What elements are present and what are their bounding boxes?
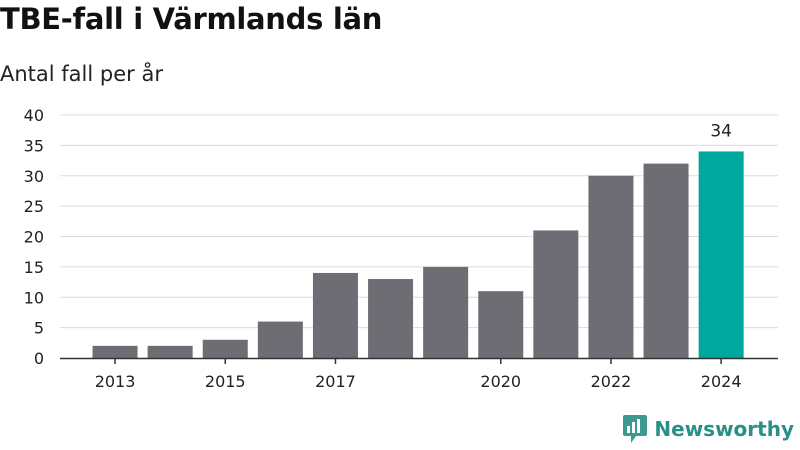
bar xyxy=(257,321,303,358)
y-tick-label: 20 xyxy=(24,228,44,247)
y-tick-label: 30 xyxy=(24,167,44,186)
x-tick-label: 2020 xyxy=(480,372,521,391)
bar xyxy=(147,345,193,358)
x-tick-label: 2022 xyxy=(591,372,632,391)
x-tick-label: 2024 xyxy=(701,372,742,391)
brand-name: Newsworthy xyxy=(654,417,794,441)
bar xyxy=(698,151,744,358)
y-tick-label: 0 xyxy=(34,349,44,368)
bar xyxy=(202,339,248,358)
chart-title: TBE-fall i Värmlands län xyxy=(0,2,383,36)
y-tick-label: 25 xyxy=(24,197,44,216)
bar xyxy=(478,291,524,358)
y-tick-label: 40 xyxy=(24,106,44,125)
bar xyxy=(368,279,414,358)
chart-subtitle: Antal fall per år xyxy=(0,62,163,86)
y-tick-label: 5 xyxy=(34,319,44,338)
brand-logo: Newsworthy xyxy=(622,414,794,444)
bar xyxy=(92,345,138,358)
bar xyxy=(423,266,469,358)
bar xyxy=(643,163,689,358)
y-tick-label: 15 xyxy=(24,258,44,277)
bar xyxy=(533,230,579,358)
y-tick-label: 10 xyxy=(24,288,44,307)
x-tick-label: 2017 xyxy=(315,372,356,391)
bar xyxy=(588,175,634,358)
bar xyxy=(312,272,358,358)
newsworthy-logo-icon xyxy=(623,415,648,443)
x-tick-label: 2015 xyxy=(205,372,246,391)
data-label: 34 xyxy=(710,121,732,141)
y-tick-label: 35 xyxy=(24,136,44,155)
x-tick-label: 2013 xyxy=(95,372,136,391)
